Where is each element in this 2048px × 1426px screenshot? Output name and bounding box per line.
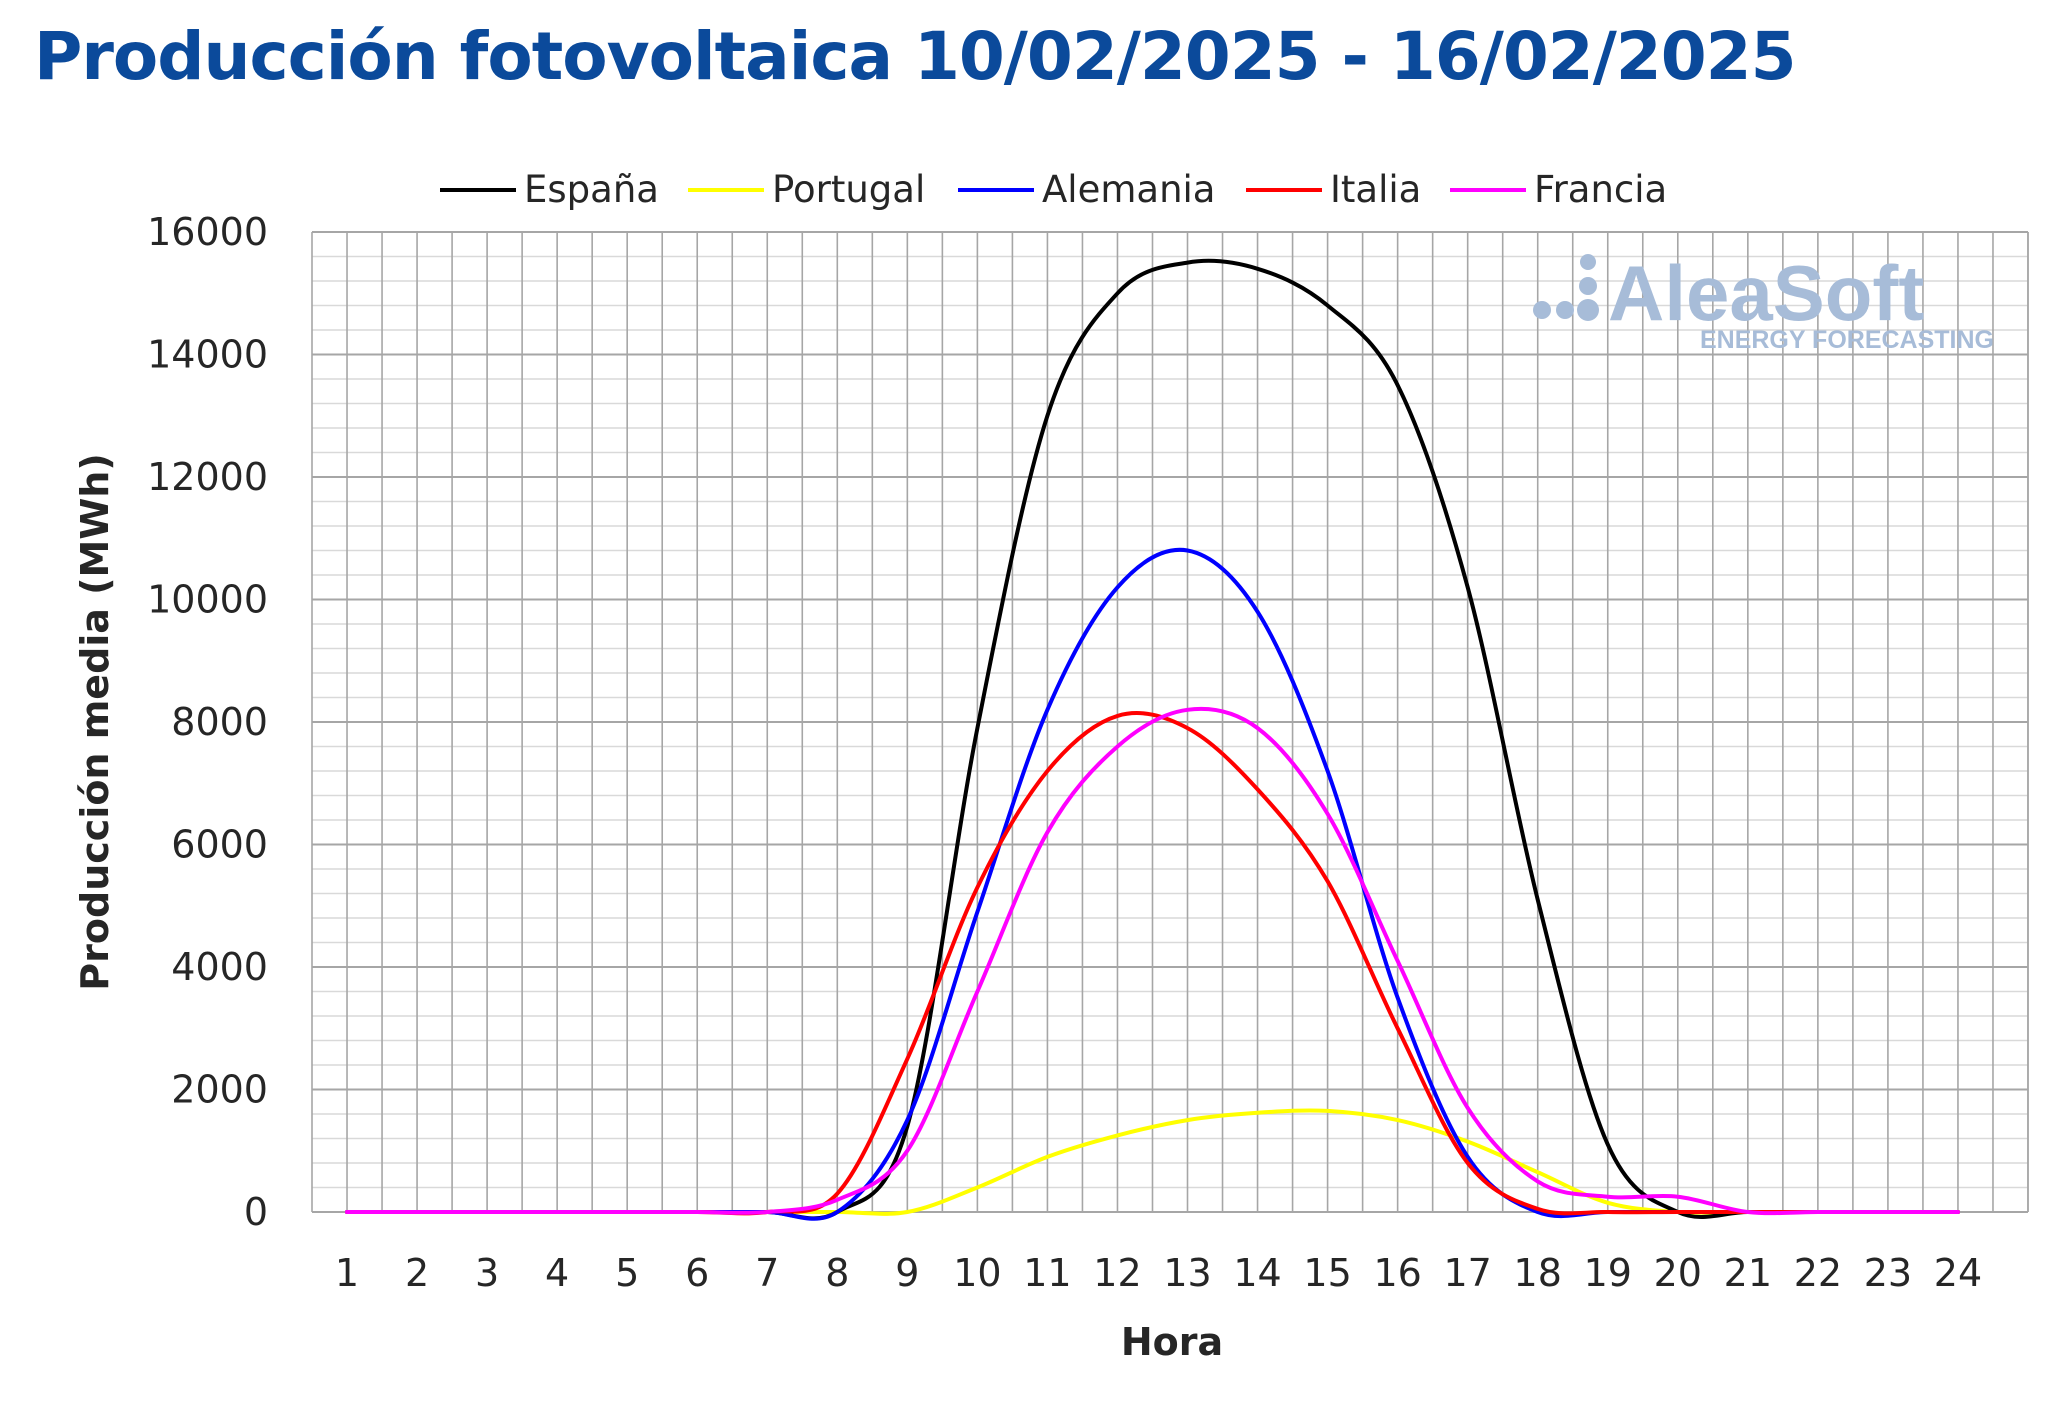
legend: España Portugal Alemania Italia Francia bbox=[440, 168, 1667, 211]
y-tick-label: 2000 bbox=[171, 1068, 268, 1112]
x-tick-label: 7 bbox=[755, 1251, 779, 1295]
y-tick-label: 8000 bbox=[171, 700, 268, 744]
series-line-francia bbox=[345, 706, 1960, 1216]
x-tick-label: 16 bbox=[1373, 1251, 1421, 1295]
major-gridlines bbox=[311, 231, 2029, 1213]
y-axis-ticks: 0 2000 4000 6000 8000 10000 12000 14000 16000 bbox=[147, 210, 268, 1234]
x-tick-label: 11 bbox=[1023, 1251, 1071, 1295]
x-tick-label: 3 bbox=[475, 1251, 499, 1295]
y-tick-label: 6000 bbox=[171, 823, 268, 867]
y-tick-label: 12000 bbox=[147, 455, 268, 499]
y-tick-label: 4000 bbox=[171, 945, 268, 989]
y-tick-label: 10000 bbox=[147, 578, 268, 622]
logo-wordmark: AleaSoft bbox=[1608, 249, 1924, 337]
x-tick-label: 2 bbox=[405, 1251, 429, 1295]
x-tick-label: 8 bbox=[825, 1251, 849, 1295]
x-tick-label: 6 bbox=[685, 1251, 709, 1295]
x-tick-label: 12 bbox=[1093, 1251, 1141, 1295]
x-axis-title: Hora bbox=[1121, 1320, 1223, 1364]
x-tick-label: 13 bbox=[1163, 1251, 1211, 1295]
x-tick-label: 24 bbox=[1934, 1251, 1982, 1295]
logo-dot-icon bbox=[1577, 299, 1599, 321]
logo-dot-icon bbox=[1556, 301, 1574, 319]
y-tick-label: 14000 bbox=[147, 333, 268, 377]
x-tick-label: 22 bbox=[1794, 1251, 1842, 1295]
chart-title: Producción fotovoltaica 10/02/2025 - 16/… bbox=[34, 18, 1796, 95]
legend-label-portugal: Portugal bbox=[772, 168, 925, 211]
legend-label-alemania: Alemania bbox=[1042, 168, 1215, 211]
legend-label-francia: Francia bbox=[1534, 168, 1667, 211]
y-tick-label: 16000 bbox=[147, 210, 268, 254]
legend-label-espana: España bbox=[524, 168, 659, 211]
x-tick-label: 10 bbox=[953, 1251, 1001, 1295]
legend-label-italia: Italia bbox=[1330, 168, 1421, 211]
y-axis-title: Producción media (MWh) bbox=[73, 453, 117, 990]
x-tick-label: 1 bbox=[335, 1251, 359, 1295]
logo-dot-icon bbox=[1579, 277, 1597, 295]
series-lines bbox=[345, 258, 1960, 1221]
x-tick-label: 9 bbox=[895, 1251, 919, 1295]
x-axis-ticks: 1 2 3 4 5 6 7 8 9 10 11 12 13 14 15 16 17 18 19 20 21 22 23 24 bbox=[335, 1251, 1982, 1295]
y-tick-label: 0 bbox=[244, 1190, 268, 1234]
logo-tagline: ENERGY FORECASTING bbox=[1700, 326, 1994, 354]
logo-dot-icon bbox=[1533, 301, 1551, 319]
x-tick-label: 5 bbox=[615, 1251, 639, 1295]
x-tick-label: 14 bbox=[1233, 1251, 1281, 1295]
x-tick-label: 23 bbox=[1864, 1251, 1912, 1295]
x-tick-label: 21 bbox=[1724, 1251, 1772, 1295]
x-tick-label: 19 bbox=[1584, 1251, 1632, 1295]
x-tick-label: 15 bbox=[1303, 1251, 1351, 1295]
logo-dot-icon bbox=[1580, 254, 1596, 270]
x-tick-label: 4 bbox=[545, 1251, 569, 1295]
x-tick-label: 20 bbox=[1654, 1251, 1702, 1295]
x-tick-label: 17 bbox=[1443, 1251, 1491, 1295]
x-tick-label: 18 bbox=[1514, 1251, 1562, 1295]
